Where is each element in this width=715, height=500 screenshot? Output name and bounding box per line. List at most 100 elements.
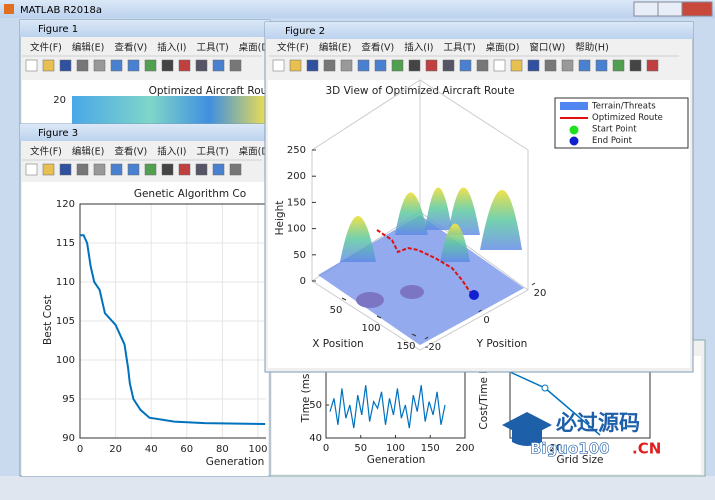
window-title: Figure 3: [38, 128, 78, 139]
maximize-button[interactable]: [657, 1, 683, 17]
toolbar-button[interactable]: [178, 163, 191, 176]
menu-item[interactable]: 插入(I): [157, 146, 186, 158]
x-tick-label: 0: [77, 444, 83, 455]
menu-item[interactable]: 窗口(W): [529, 42, 565, 54]
toolbar-button[interactable]: [144, 59, 157, 72]
toolbar-button[interactable]: [323, 59, 336, 72]
toolbar-button[interactable]: [42, 59, 55, 72]
menu-item[interactable]: 编辑(E): [72, 42, 104, 54]
menu-item[interactable]: 编辑(E): [72, 146, 104, 158]
toolbar-button[interactable]: [93, 59, 106, 72]
toolbar-button[interactable]: [374, 59, 387, 72]
x-tick-label: 50: [330, 305, 343, 316]
toolbar-button[interactable]: [59, 163, 72, 176]
menu-item[interactable]: 插入(I): [404, 42, 433, 54]
plot-title: Optimized Aircraft Rout: [149, 85, 272, 97]
toolbar-button[interactable]: [612, 59, 625, 72]
menu-item[interactable]: 文件(F): [30, 146, 62, 158]
peak: [395, 192, 428, 235]
menu-item[interactable]: 文件(F): [277, 42, 309, 54]
legend-swatch: [569, 136, 579, 146]
toolbar-button[interactable]: [510, 59, 523, 72]
toolbar-button[interactable]: [493, 59, 506, 72]
toolbar-button[interactable]: [59, 59, 72, 72]
toolbar-button[interactable]: [442, 59, 455, 72]
legend-label: Optimized Route: [592, 113, 663, 123]
tick-mark: [411, 333, 417, 337]
toolbar-button[interactable]: [289, 59, 302, 72]
peak: [340, 216, 376, 262]
menu-item[interactable]: 文件(F): [30, 42, 62, 54]
toolbar-button[interactable]: [25, 59, 38, 72]
toolbar-button[interactable]: [408, 59, 421, 72]
menu-item[interactable]: 查看(V): [114, 146, 147, 158]
plot-title: Genetic Algorithm Co: [134, 188, 246, 200]
menu-item[interactable]: 桌面(D): [239, 146, 273, 158]
y-tick-label: 95: [62, 394, 75, 405]
toolbar-button[interactable]: [178, 59, 191, 72]
window-titlebar: [20, 20, 270, 37]
toolbar-button[interactable]: [161, 59, 174, 72]
menu-item[interactable]: 工具(T): [196, 147, 228, 158]
toolbar-button[interactable]: [229, 59, 242, 72]
toolbar-button[interactable]: [76, 59, 89, 72]
toolbar-button[interactable]: [195, 59, 208, 72]
minimize-button[interactable]: [633, 1, 659, 17]
y-axis-label: Time (ms: [300, 374, 312, 424]
toolbar-button[interactable]: [110, 59, 123, 72]
toolbar-button[interactable]: [527, 59, 540, 72]
toolbar-button[interactable]: [161, 163, 174, 176]
peak: [448, 187, 480, 235]
ratio-marker: [541, 384, 549, 392]
toolbar-button[interactable]: [110, 163, 123, 176]
x-tick-label: 80: [216, 444, 229, 455]
peak: [425, 187, 452, 230]
x-tick-label: 100: [361, 323, 380, 334]
menu-item[interactable]: 工具(T): [196, 43, 228, 54]
toolbar-button[interactable]: [306, 59, 319, 72]
toolbar-button[interactable]: [144, 163, 157, 176]
toolbar-button[interactable]: [595, 59, 608, 72]
toolbar-button[interactable]: [544, 59, 557, 72]
toolbar-button[interactable]: [391, 59, 404, 72]
y-tick-label: 20: [534, 288, 547, 299]
y-axis-label: Cost/Time R: [478, 366, 490, 429]
toolbar-button[interactable]: [646, 59, 659, 72]
menu-item[interactable]: 工具(T): [443, 43, 475, 54]
y-tick-label: 105: [56, 316, 75, 327]
menu-item[interactable]: 桌面(D): [239, 42, 273, 54]
menu-item[interactable]: 桌面(D): [486, 42, 520, 54]
toolbar-button[interactable]: [425, 59, 438, 72]
menu-item[interactable]: 查看(V): [114, 42, 147, 54]
toolbar-button[interactable]: [127, 163, 140, 176]
window-title: Figure 1: [38, 24, 78, 35]
legend-swatch: [560, 102, 588, 110]
menu-item[interactable]: 插入(I): [157, 42, 186, 54]
toolbar-button[interactable]: [212, 163, 225, 176]
window-title: Figure 2: [285, 26, 325, 37]
toolbar-button[interactable]: [476, 59, 489, 72]
close-button[interactable]: [681, 1, 713, 17]
tick-mark: [478, 309, 482, 313]
toolbar-button[interactable]: [272, 59, 285, 72]
toolbar-button[interactable]: [459, 59, 472, 72]
menu-item[interactable]: 编辑(E): [319, 42, 351, 54]
toolbar-button[interactable]: [42, 163, 55, 176]
toolbar-button[interactable]: [93, 163, 106, 176]
toolbar-button[interactable]: [25, 163, 38, 176]
tick-mark: [531, 282, 536, 286]
menu-item[interactable]: 查看(V): [361, 42, 394, 54]
toolbar-button[interactable]: [195, 163, 208, 176]
toolbar-button[interactable]: [76, 163, 89, 176]
toolbar-button[interactable]: [127, 59, 140, 72]
toolbar-button[interactable]: [578, 59, 591, 72]
toolbar-button[interactable]: [340, 59, 353, 72]
toolbar-button[interactable]: [212, 59, 225, 72]
x-tick-label: 60: [180, 444, 193, 455]
menu-item[interactable]: 帮助(H): [575, 42, 609, 54]
y-axis-label: Y Position: [476, 338, 528, 350]
toolbar-button[interactable]: [229, 163, 242, 176]
toolbar-button[interactable]: [561, 59, 574, 72]
toolbar-button[interactable]: [357, 59, 370, 72]
toolbar-button[interactable]: [629, 59, 642, 72]
